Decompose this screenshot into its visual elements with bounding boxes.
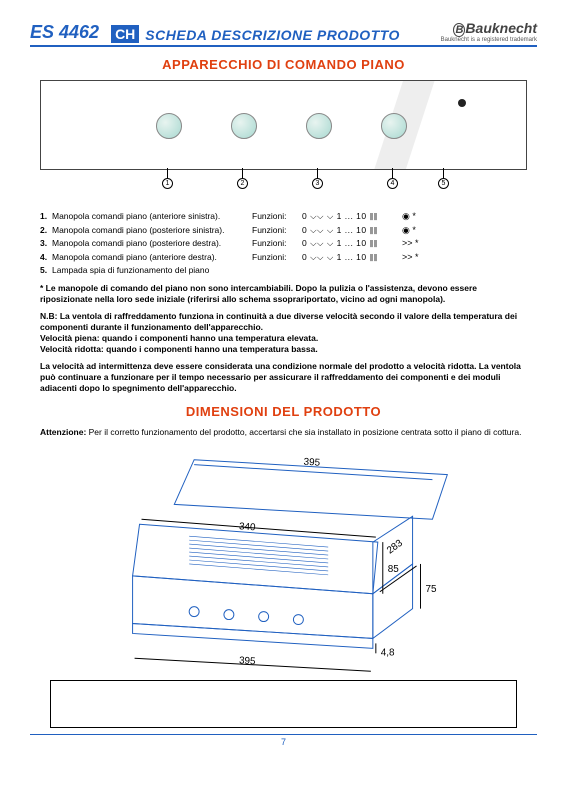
callout-2: 2: [237, 178, 248, 189]
callout-1: 1: [162, 178, 173, 189]
note-intermittent: La velocità ad intermittenza deve essere…: [40, 361, 527, 394]
legend-row: 2. Manopola comandi piano (posteriore si…: [40, 224, 527, 238]
empty-notes-box: [50, 680, 517, 728]
dim-thick: 4,8: [381, 648, 395, 659]
row-icons: ◉ *: [402, 210, 416, 224]
brand-block: BBauknecht Bauknecht is a registered tra…: [441, 20, 537, 43]
header: ES 4462 CH SCHEDA DESCRIZIONE PRODOTTO B…: [30, 20, 537, 47]
dimension-diagram: 395 340 85 283 75 395 4,8: [75, 444, 492, 674]
row-icons: ◉ *: [402, 224, 416, 238]
note-asterisk: * Le manopole di comando del piano non s…: [40, 283, 527, 305]
legend-row: 5. Lampada spia di funzionamento del pia…: [40, 264, 527, 277]
section-title-control-panel: APPARECCHIO DI COMANDO PIANO: [30, 57, 537, 72]
model-number: ES 4462: [30, 22, 99, 43]
knob-icon: [306, 113, 332, 139]
country-badge: CH: [111, 25, 139, 43]
legend-row: 1. Manopola comandi piano (anteriore sin…: [40, 210, 527, 224]
dim-unit-h: 75: [425, 584, 437, 595]
note-nb: N.B: La ventola di raffreddamento funzio…: [40, 311, 527, 355]
callout-5: 5: [438, 178, 449, 189]
legend-row: 3. Manopola comandi piano (posteriore de…: [40, 237, 527, 251]
control-panel-diagram: [40, 80, 527, 170]
legend-list: 1. Manopola comandi piano (anteriore sin…: [40, 210, 527, 277]
dim-bottom-w: 395: [239, 655, 257, 667]
brand-logo: BBauknecht: [441, 20, 537, 36]
dim-depth: 283: [385, 538, 405, 557]
legend-row: 4. Manopola comandi piano (anteriore des…: [40, 251, 527, 265]
page-number: 7: [30, 734, 537, 747]
doc-title: SCHEDA DESCRIZIONE PRODOTTO: [145, 27, 400, 43]
dimension-note: Attenzione: Per il corretto funzionament…: [40, 427, 527, 438]
knob-icon: [231, 113, 257, 139]
callout-4: 4: [387, 178, 398, 189]
row-icons: >> *: [402, 237, 419, 251]
row-icons: >> *: [402, 251, 419, 265]
knob-icon: [381, 113, 407, 139]
section-title-dimensions: DIMENSIONI DEL PRODOTTO: [30, 404, 537, 419]
dim-top-w: 395: [303, 457, 321, 469]
indicator-lamp-icon: [458, 99, 466, 107]
callout-3: 3: [312, 178, 323, 189]
brand-note: Bauknecht is a registered trademark: [441, 37, 537, 43]
knob-icon: [156, 113, 182, 139]
callout-row: 1 2 3 4 5: [40, 174, 527, 190]
dim-front-w: 340: [239, 521, 257, 533]
dim-front-h: 85: [388, 564, 400, 575]
